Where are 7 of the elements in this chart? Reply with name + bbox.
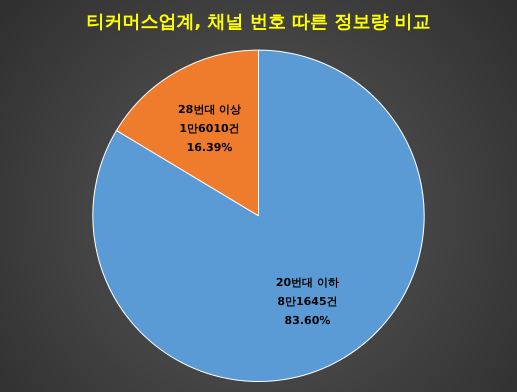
slice-label: 28번대 이상 <box>178 103 242 116</box>
text: 1만6010건 <box>179 122 240 136</box>
text: 8만1645건 <box>277 295 338 308</box>
chart-title: 티커머스업계, 채널 번호 따른 정보량 비교 <box>86 11 431 32</box>
slice-label: 20번대 이하 <box>276 276 340 290</box>
data-label: 16.39% <box>186 141 232 154</box>
data-label: 83.60% <box>284 314 330 328</box>
